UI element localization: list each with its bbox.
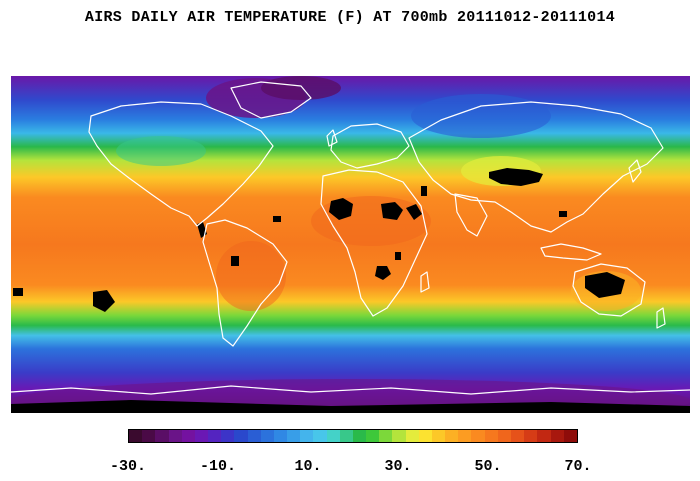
coastline-new-zealand	[656, 307, 666, 329]
colorbar-tick-label: 30.	[384, 458, 412, 475]
missing-data-africa	[329, 198, 353, 220]
missing-data-nw-africa	[273, 216, 281, 222]
colorbar-cell	[313, 430, 327, 442]
colorbar-cell	[234, 430, 248, 442]
colorbar-tick-labels: -30. -10. 10. 30. 50. 70.	[0, 458, 700, 478]
coastline-australia	[572, 263, 646, 317]
colorbar-cell	[352, 430, 367, 442]
colorbar-cell	[563, 430, 577, 442]
colorbar-cell	[471, 430, 485, 442]
missing-data-mideast	[421, 186, 427, 196]
missing-data-tibet	[489, 168, 543, 186]
colorbar-cell	[339, 430, 353, 442]
coastlines	[11, 81, 690, 395]
colorbar-cell	[273, 430, 288, 442]
colorbar-cell	[524, 430, 538, 442]
colorbar-cell	[510, 430, 525, 442]
map-title: AIRS DAILY AIR TEMPERATURE (F) AT 700mb …	[84, 9, 616, 26]
coastline-asia	[408, 101, 664, 233]
missing-data-india	[406, 204, 422, 220]
colorbar-cell	[208, 430, 222, 442]
colorbar-cell	[260, 430, 274, 442]
colorbar-tick-label: -10.	[199, 458, 237, 475]
coastline-indonesia	[540, 243, 602, 261]
missing-data-africa-south	[375, 266, 391, 280]
colorbar	[128, 429, 578, 443]
colorbar-cell	[221, 430, 235, 442]
colorbar-cell	[247, 430, 261, 442]
south-america-hot-region	[216, 241, 286, 311]
colorbar-cell	[129, 430, 143, 442]
colorbar-cell	[366, 430, 380, 442]
coastline-uk	[326, 129, 338, 147]
colorbar-cell	[537, 430, 551, 442]
coastline-antarctica	[11, 385, 690, 395]
colorbar-cell	[287, 430, 301, 442]
colorbar-cell	[326, 430, 340, 442]
colorbar-cell	[300, 430, 314, 442]
missing-data-chile	[93, 290, 115, 312]
colorbar-cell	[405, 430, 419, 442]
coastline-india	[454, 193, 488, 237]
colorbar-cell	[181, 430, 195, 442]
missing-data-arabia	[381, 202, 403, 220]
colorbar-tick-label: 10.	[294, 458, 322, 475]
colorbar-tick-label: 70.	[564, 458, 592, 475]
temperature-map	[11, 76, 690, 413]
coastline-japan	[628, 159, 642, 183]
missing-data-pacific	[13, 288, 23, 296]
arctic-cold-region	[261, 76, 341, 100]
missing-data-southeast-asia	[559, 211, 567, 217]
siberia-cold-region	[411, 94, 551, 138]
sahara-hot-region	[311, 196, 431, 246]
na-west-region	[116, 136, 206, 166]
coastline-madagascar	[420, 271, 430, 293]
missing-data-patches	[11, 168, 690, 413]
colorbar-cell	[497, 430, 511, 442]
colorbar-cell	[484, 430, 498, 442]
coastline-africa	[320, 169, 428, 317]
coastline-south-america	[202, 219, 288, 347]
colorbar-cell	[431, 430, 446, 442]
colorbar-cell	[550, 430, 564, 442]
coastline-europe	[330, 123, 410, 169]
missing-data-ethiopia	[395, 252, 401, 260]
colorbar-tick-label: 50.	[474, 458, 502, 475]
coastline-north-america	[88, 101, 274, 227]
missing-data-australia	[585, 272, 625, 298]
colorbar-cell	[445, 430, 459, 442]
colorbar-cell	[194, 430, 209, 442]
colorbar-cell	[155, 430, 169, 442]
colorbar-cell	[168, 430, 182, 442]
missing-data-brazil	[231, 256, 239, 266]
colorbar-cell	[379, 430, 393, 442]
temperature-field	[11, 76, 690, 413]
coastline-greenland	[230, 81, 312, 119]
colorbar-cell	[458, 430, 472, 442]
colorbar-tick-label: -30.	[109, 458, 147, 475]
colorbar-cell	[418, 430, 432, 442]
missing-data-antarctic	[11, 400, 690, 413]
colorbar-cell	[392, 430, 406, 442]
colorbar-cell	[142, 430, 156, 442]
